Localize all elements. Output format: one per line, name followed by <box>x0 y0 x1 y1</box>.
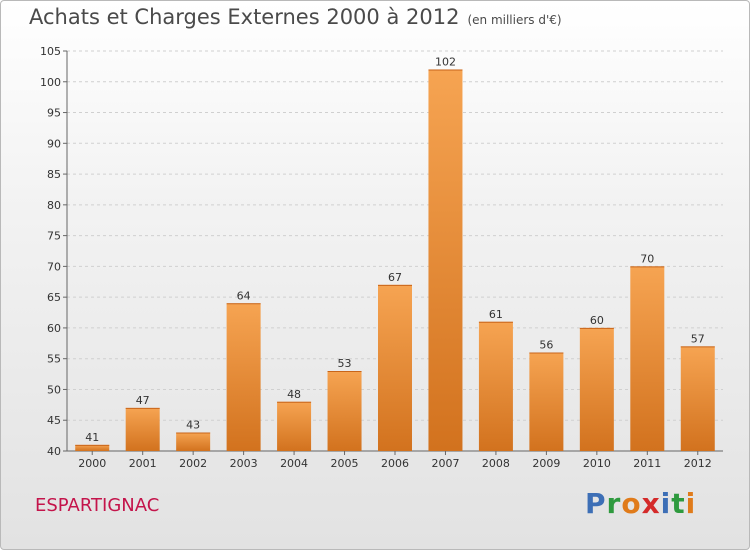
x-tick-label: 2003 <box>230 457 258 470</box>
x-tick-label: 2002 <box>179 457 207 470</box>
data-label: 48 <box>287 388 301 401</box>
x-tick-label: 2001 <box>129 457 157 470</box>
y-tick-label: 105 <box>40 45 61 58</box>
bar-2009 <box>529 352 564 451</box>
data-label: 70 <box>640 252 654 265</box>
y-tick-label: 55 <box>47 353 61 366</box>
y-tick-label: 80 <box>47 199 61 212</box>
x-tick-label: 2012 <box>684 457 712 470</box>
x-tick-label: 2000 <box>78 457 106 470</box>
bar-2010 <box>579 327 614 451</box>
commune-name: ESPARTIGNAC <box>35 495 160 516</box>
bar-2012 <box>680 346 715 451</box>
x-tick-label: 2004 <box>280 457 308 470</box>
x-tick-label: 2007 <box>431 457 459 470</box>
x-tick-label: 2006 <box>381 457 409 470</box>
brand-letter: t <box>671 487 686 520</box>
data-label: 60 <box>590 314 604 327</box>
bar-2002 <box>176 432 211 451</box>
bar-2008 <box>478 321 513 451</box>
y-tick-label: 65 <box>47 291 61 304</box>
bar-2006 <box>378 284 412 451</box>
axis-layer: 40 45 50 55 60 65 70 75 80 85 90 95 100 105 2000 2001 20… <box>40 45 723 470</box>
data-label: 67 <box>388 271 402 284</box>
x-tick-label: 2009 <box>532 457 560 470</box>
y-tick-label: 90 <box>47 137 61 150</box>
data-label: 47 <box>136 394 150 407</box>
data-label: 102 <box>435 55 456 68</box>
y-tick-label: 60 <box>47 322 61 335</box>
data-label: 53 <box>338 357 352 370</box>
data-label: 41 <box>85 431 99 444</box>
brand-letter: x <box>641 487 661 520</box>
brand-letter: P <box>585 487 607 520</box>
label-layer: 41 47 43 64 48 53 67 102 61 56 60 70 57 <box>85 55 705 443</box>
chart-subtitle: (en milliers d'€) <box>467 13 562 27</box>
data-label: 57 <box>691 332 705 345</box>
bar-2001 <box>125 407 160 451</box>
chart-title: Achats et Charges Externes 2000 à 2012 (e… <box>29 5 562 29</box>
proxiti-logo: Proxiti <box>585 487 696 520</box>
x-tick-label: 2010 <box>583 457 611 470</box>
brand-letter: i <box>685 487 697 520</box>
data-label: 43 <box>186 419 200 432</box>
brand-letter: i <box>660 487 672 520</box>
bar-layer <box>75 69 715 451</box>
y-tick-label: 85 <box>47 168 61 181</box>
x-tick-label: 2008 <box>482 457 510 470</box>
bar-2007 <box>428 69 463 451</box>
data-label: 64 <box>237 289 251 302</box>
data-label: 61 <box>489 308 503 321</box>
data-label: 56 <box>539 339 553 352</box>
y-tick-label: 100 <box>40 76 61 89</box>
bar-2011 <box>630 266 665 451</box>
brand-letter: r <box>606 487 622 520</box>
bar-2000 <box>75 444 110 451</box>
bar-2005 <box>327 371 362 451</box>
y-tick-label: 40 <box>47 445 61 458</box>
bar-2004 <box>277 401 312 451</box>
y-tick-label: 70 <box>47 260 61 273</box>
x-tick-label: 2011 <box>633 457 661 470</box>
y-tick-label: 95 <box>47 107 61 120</box>
brand-letter: o <box>621 487 642 520</box>
chart-title-text: Achats et Charges Externes 2000 à 2012 <box>29 5 460 29</box>
y-tick-label: 50 <box>47 383 61 396</box>
y-tick-label: 45 <box>47 414 61 427</box>
x-tick-label: 2005 <box>331 457 359 470</box>
bar-2003 <box>226 303 261 451</box>
y-tick-label: 75 <box>47 230 61 243</box>
